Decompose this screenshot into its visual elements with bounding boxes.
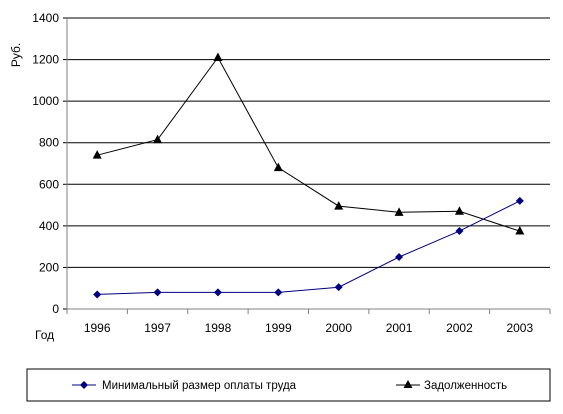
data-point-triangle (454, 206, 464, 215)
data-point-diamond (213, 288, 222, 297)
data-point-triangle (394, 207, 404, 216)
legend-label-series-2: Задолженность (424, 380, 507, 392)
grid-lines (67, 17, 550, 268)
series-line-1 (97, 200, 521, 295)
legend: Минимальный размер оплаты труда Задолжен… (26, 368, 551, 402)
x-tick-label: 2002 (446, 321, 473, 335)
x-tick-label: 1998 (205, 321, 232, 335)
x-tick-label: 2000 (325, 321, 352, 335)
x-axis-label: Год (35, 328, 54, 342)
x-tick-label: 2003 (506, 321, 533, 335)
data-point-diamond (93, 290, 102, 299)
data-point-diamond (515, 196, 524, 205)
legend-box (26, 368, 551, 402)
data-point-diamond (153, 288, 162, 297)
y-tick-label: 1400 (32, 11, 59, 25)
data-point-triangle (515, 226, 525, 235)
y-tick-label: 800 (39, 136, 59, 150)
y-tick-label: 200 (39, 260, 59, 274)
x-tick-label: 1997 (144, 321, 171, 335)
data-point-triangle (153, 134, 163, 144)
data-point-diamond (334, 283, 343, 292)
y-axis-label: Руб. (9, 43, 23, 67)
series-lines (97, 56, 521, 295)
data-point-diamond (395, 253, 404, 262)
x-tick-label: 1999 (265, 321, 292, 335)
series-markers (92, 52, 525, 299)
data-point-triangle (213, 52, 223, 61)
legend-triangle-icon (403, 380, 413, 388)
legend-diamond-icon (80, 381, 88, 389)
data-point-diamond (455, 227, 464, 236)
data-point-triangle (92, 150, 102, 159)
y-tick-label: 600 (39, 177, 59, 191)
series-line-2 (97, 56, 520, 232)
y-tick-label: 400 (39, 219, 59, 233)
x-tick-label: 2001 (386, 321, 413, 335)
y-tick-label: 1000 (32, 94, 59, 108)
data-point-diamond (274, 288, 283, 297)
data-point-triangle (273, 162, 283, 172)
axes (63, 17, 551, 314)
legend-label-series-1: Минимальный размер оплаты труда (102, 380, 297, 392)
data-point-triangle (334, 201, 344, 210)
y-tick-label: 1200 (32, 53, 59, 67)
tick-labels: 0 200 400 600 800 1000 1200 1400 1996 1997 1998 199… (32, 11, 533, 335)
y-tick-label: 0 (52, 302, 59, 316)
x-tick-label: 1996 (84, 321, 111, 335)
